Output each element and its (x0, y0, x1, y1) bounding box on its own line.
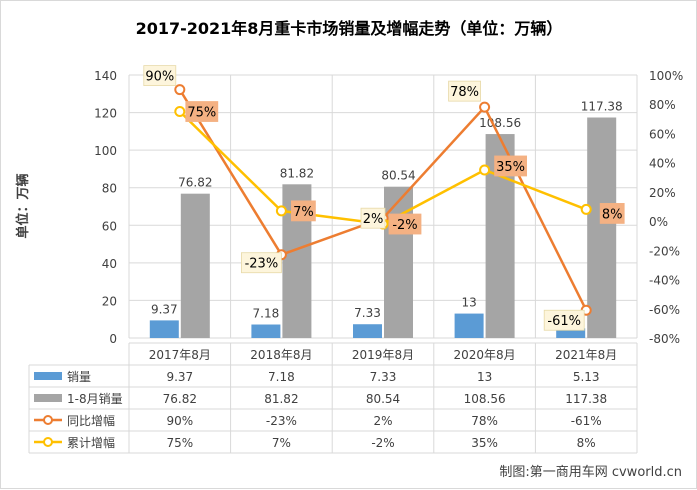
bar-data-label: 76.82 (178, 176, 212, 190)
line-point (580, 203, 592, 215)
line-yoy (178, 88, 588, 311)
legend-swatch (34, 394, 62, 402)
y2-tick-label: 20% (649, 186, 676, 200)
bar-monthly (353, 324, 382, 338)
y-tick-label: 40 (102, 257, 117, 271)
cumulative-data-label-box (599, 203, 625, 224)
y-tick-label: 100 (94, 144, 117, 158)
table-cell: 5.13 (573, 370, 600, 384)
legend-swatch (34, 372, 62, 380)
legend-marker (43, 415, 53, 425)
yoy-data-label: -23% (245, 257, 279, 272)
table-cell: 75% (166, 436, 193, 450)
cumulative-data-label: 35% (496, 160, 525, 175)
y2-tick-label: 60% (649, 127, 676, 141)
bar-monthly (454, 313, 484, 338)
table-cell: 8% (577, 436, 596, 450)
table-cell: -61% (571, 414, 602, 428)
cumulative-data-label-box (185, 101, 219, 122)
table-cell: 78% (471, 414, 498, 428)
legend-marker (43, 437, 53, 447)
bar-data-label: 13 (461, 296, 476, 310)
y-tick-label: 60 (102, 219, 117, 233)
yoy-data-label: -61% (547, 314, 581, 329)
line-point (174, 106, 186, 118)
cumulative-data-label: -2% (392, 218, 417, 233)
yoy-data-label-box (240, 252, 282, 274)
y-axis-label: 单位：万辆 (15, 173, 31, 238)
bar-monthly (149, 320, 179, 338)
y-tick-label: 80 (102, 182, 117, 196)
table-cell: 117.38 (565, 392, 607, 406)
yoy-data-label-box (360, 207, 386, 229)
legend-label: 1-8月销量 (67, 392, 123, 406)
bar-data-label: 108.56 (479, 116, 521, 130)
cumulative-data-label-box (494, 155, 528, 177)
y-tick-label: 0 (109, 332, 117, 346)
legend-label: 同比增幅 (67, 413, 115, 428)
yoy-data-label-box (143, 65, 177, 87)
yoy-data-label-box (448, 80, 482, 102)
table-cell: -2% (371, 436, 394, 450)
chart-credit: 制图:第一商用车网 cvworld.cn (499, 465, 682, 480)
bar-cumulative (587, 117, 617, 338)
cumulative-data-label: 7% (293, 205, 314, 220)
line-point (174, 84, 186, 96)
table-cell: 76.82 (163, 392, 197, 406)
table-cell: 90% (166, 414, 193, 428)
cumulative-data-label-box (388, 213, 422, 235)
y2-tick-label: -20% (649, 244, 680, 258)
table-cell: 7.18 (268, 370, 295, 384)
y-tick-label: 120 (94, 107, 117, 121)
bar-data-label: 80.54 (381, 169, 415, 183)
bar-monthly (251, 324, 281, 338)
bar-cumulative (180, 193, 210, 338)
table-cell: 80.54 (366, 392, 400, 406)
bar-data-label: 9.37 (151, 302, 178, 316)
chart-title: 2017-2021年8月重卡市场销量及增幅走势（单位：万辆） (136, 19, 563, 38)
table-cell: 2% (373, 414, 392, 428)
cumulative-data-label: 8% (602, 207, 623, 222)
y2-tick-label: 0% (649, 215, 668, 229)
y2-tick-label: 100% (649, 69, 683, 83)
y2-tick-label: -60% (649, 303, 680, 317)
table-cell: 9.37 (166, 370, 193, 384)
bar-data-label: 81.82 (280, 166, 314, 180)
y2-tick-label: 40% (649, 157, 676, 171)
table-cell: 7.33 (370, 370, 397, 384)
yoy-data-label: 2% (363, 212, 384, 227)
bar-data-label: 117.38 (581, 99, 623, 113)
bar-monthly (556, 328, 586, 338)
y-tick-label: 140 (94, 69, 117, 83)
legend-label: 销量 (67, 370, 91, 384)
table-cell: 7% (272, 436, 291, 450)
bar-data-label: 7.33 (354, 306, 381, 320)
yoy-data-label-box (543, 309, 585, 331)
yoy-data-label: 90% (145, 70, 174, 85)
table-cell: 13 (477, 370, 492, 384)
x-category-label: 2017年8月 (149, 348, 211, 362)
y2-tick-label: -40% (649, 274, 680, 288)
bar-data-label: 7.18 (253, 307, 280, 321)
legend-label: 累计增幅 (67, 435, 115, 450)
line-point (479, 101, 491, 113)
y2-tick-label: 80% (649, 98, 676, 112)
yoy-data-label: 78% (450, 85, 479, 100)
x-category-label: 2018年8月 (250, 348, 312, 362)
table-cell: 81.82 (264, 392, 298, 406)
y2-tick-label: -80% (649, 332, 680, 346)
table-cell: 35% (471, 436, 498, 450)
table-cell: 108.56 (464, 392, 506, 406)
x-category-label: 2020年8月 (454, 348, 516, 362)
line-point (275, 205, 287, 217)
y-tick-label: 20 (102, 294, 117, 308)
cumulative-data-label-box (290, 200, 316, 222)
x-category-label: 2021年8月 (555, 348, 617, 362)
line-point (479, 164, 491, 176)
x-category-label: 2019年8月 (352, 348, 414, 362)
cumulative-data-label: 75% (187, 106, 216, 121)
table-cell: -23% (266, 414, 297, 428)
